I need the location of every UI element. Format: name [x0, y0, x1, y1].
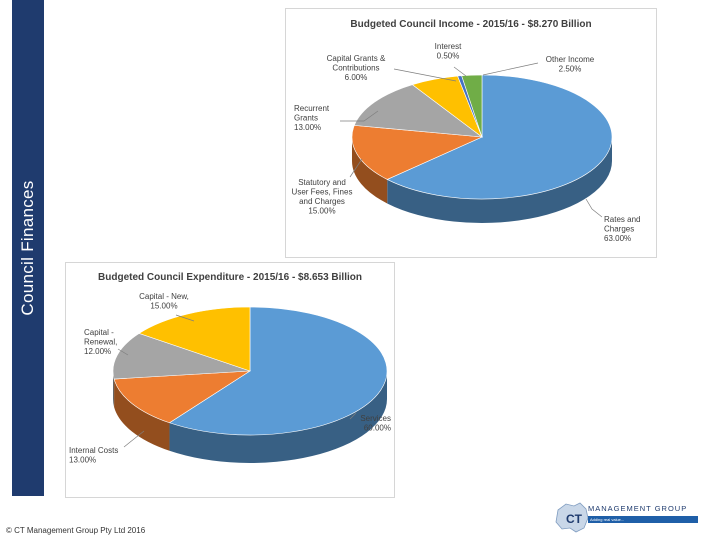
leader-capital-renewal [117, 348, 129, 356]
page-title: Council Finances [18, 180, 37, 316]
leader-recurrent-grants [340, 110, 379, 122]
pie-side-2 [113, 371, 115, 408]
leader-statutory-fees [349, 158, 363, 178]
leader-capital-grants [393, 68, 457, 82]
leader-rates-and-charges [585, 198, 603, 218]
pie-side-1 [114, 379, 170, 451]
label-recurrent-grants: Recurrent Grants 13.00% [294, 104, 330, 132]
expenditure-pie-svg: Budgeted Council Expenditure - 2015/16 -… [69, 272, 391, 465]
label-statutory-fees: Statutory and User Fees, Fines and Charges… [292, 178, 353, 216]
label-capital-renewal: Capital -Renewal, 12.00% [84, 328, 117, 356]
income-pie-svg: Budgeted Council Income - 2015/16 - $8.2… [292, 19, 641, 243]
pie-slice-capital-new [138, 306, 251, 372]
income-chart: Budgeted Council Income - 2015/16 - $8.2… [285, 8, 657, 258]
expenditure-chart: Budgeted Council Expenditure - 2015/16 -… [65, 262, 395, 498]
leader-other-income [482, 62, 539, 76]
leader-capital-new [175, 314, 195, 322]
pie-slice-rates-and-charges [386, 74, 613, 200]
label-capital-grants: Capital Grants & Contributions 6.00% [327, 54, 386, 82]
pie-slice-other-income [461, 74, 483, 138]
logo-ct-mark: CT [566, 512, 582, 526]
pie-slice-capital-renewal [112, 333, 251, 380]
australia-map-icon [555, 502, 589, 533]
leader-services [349, 412, 357, 420]
pie-slice-recurrent-grants [353, 84, 484, 138]
sidebar-band: Council Finances [12, 0, 44, 496]
pie-slice-services [168, 306, 388, 436]
label-services: Services 60.00% [360, 414, 391, 433]
leader-interest [453, 66, 467, 77]
copyright-text: © CT Management Group Pty Ltd 2016 [6, 526, 146, 535]
pie-slice-internal-costs [113, 370, 252, 424]
pie-side-0 [169, 371, 387, 463]
company-logo: CT MANAGEMENT GROUP Adding real value... [552, 500, 702, 536]
logo-tagline: Adding real value... [588, 516, 698, 523]
expenditure-chart-title: Budgeted Council Expenditure - 2015/16 -… [98, 272, 362, 283]
pie-side-1 [352, 137, 388, 204]
label-capital-new: Capital - New, 15.00% [139, 292, 189, 311]
label-interest: Interest 0.50% [435, 42, 462, 61]
logo-name: MANAGEMENT GROUP [588, 504, 688, 513]
pie-slice-statutory-and-user-fees-fines-and-charges [351, 125, 484, 180]
leader-internal-costs [123, 430, 145, 448]
label-other-income: Other Income 2.50% [546, 55, 595, 74]
income-chart-title: Budgeted Council Income - 2015/16 - $8.2… [350, 19, 591, 30]
pie-side-0 [387, 137, 612, 223]
label-internal-costs: Internal Costs 13.00% [69, 446, 118, 465]
label-rates-and-charges: Rates and Charges 63.00% [604, 215, 640, 243]
